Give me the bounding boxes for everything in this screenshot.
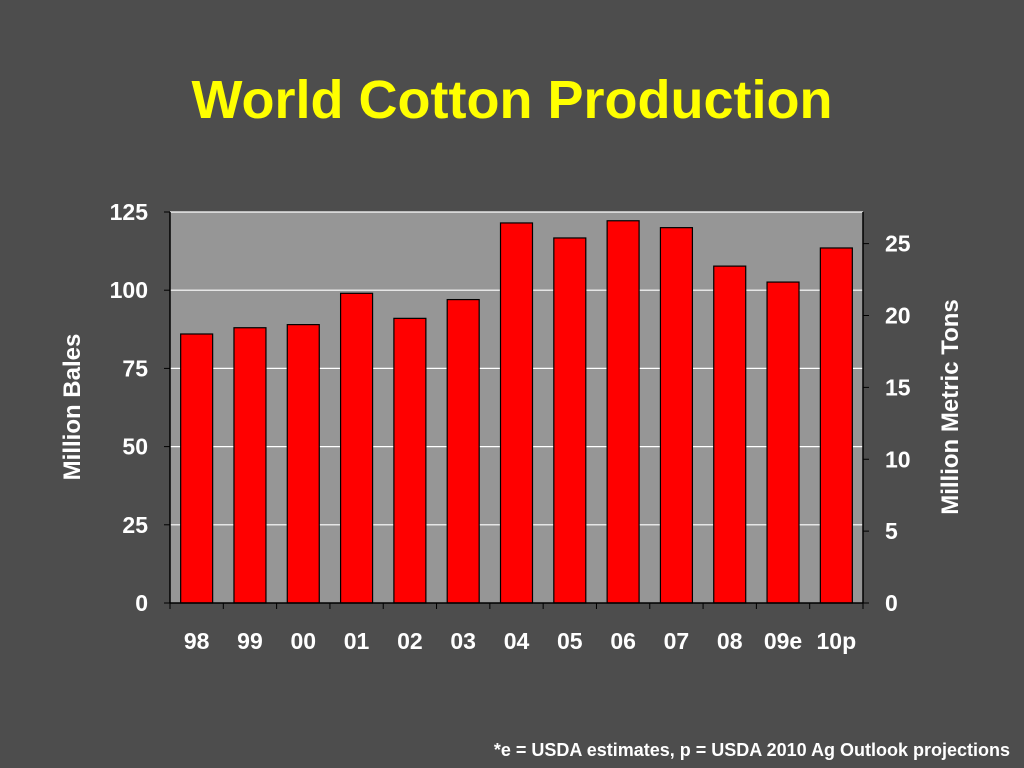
- footnote: *e = USDA estimates, p = USDA 2010 Ag Ou…: [494, 740, 1010, 760]
- axes: [169, 212, 864, 604]
- y2-tick-label: 0: [885, 590, 898, 616]
- y2-tick-label: 10: [885, 446, 911, 472]
- bar: [180, 333, 214, 604]
- y-tick-label: 75: [122, 355, 148, 381]
- x-tick-label: 08: [717, 628, 743, 654]
- y-axis-ticks: 0 25 50 75 100 125: [110, 199, 170, 616]
- x-tick-label: 01: [344, 628, 370, 654]
- x-tick-label: 10p: [817, 628, 857, 654]
- bar: [713, 265, 747, 604]
- bar: [499, 222, 534, 604]
- y2-axis-ticks: 0 5 10 15 20 25: [863, 231, 911, 616]
- bar: [819, 247, 853, 604]
- bar: [393, 317, 427, 604]
- x-tick-label: 05: [557, 628, 583, 654]
- chart-title: World Cotton Production: [192, 70, 833, 130]
- y-axis-title: Million Bales: [59, 334, 86, 481]
- x-tick-label: 02: [397, 628, 423, 654]
- x-tick-label: 00: [290, 628, 316, 654]
- x-tick-label: 04: [504, 628, 530, 654]
- y2-tick-label: 15: [885, 374, 911, 400]
- y2-tick-label: 25: [885, 231, 911, 257]
- x-axis-ticks: 98 99 00 01 02 03 04 05 06 07 08 09e 10p: [169, 603, 864, 654]
- bar: [233, 327, 267, 604]
- bar: [446, 298, 480, 604]
- bar: [286, 324, 320, 604]
- y-tick-label: 25: [122, 512, 148, 538]
- x-tick-label: 99: [237, 628, 263, 654]
- bar: [553, 237, 587, 604]
- bar: [339, 292, 374, 604]
- bar: [606, 220, 640, 604]
- y-tick-label: 125: [110, 199, 149, 225]
- bars: [180, 220, 853, 604]
- y2-tick-label: 5: [885, 518, 898, 544]
- x-tick-label: 07: [664, 628, 690, 654]
- x-tick-label: 06: [610, 628, 636, 654]
- y2-tick-label: 20: [885, 303, 911, 329]
- y2-axis-title: Million Metric Tons: [937, 299, 964, 515]
- x-tick-label: 09e: [764, 628, 802, 654]
- x-tick-label: 98: [184, 628, 210, 654]
- y-tick-label: 50: [122, 434, 148, 460]
- bar: [766, 281, 800, 604]
- y-tick-label: 100: [110, 277, 148, 303]
- bar: [659, 227, 694, 604]
- y-tick-label: 0: [135, 590, 148, 616]
- x-tick-label: 03: [450, 628, 476, 654]
